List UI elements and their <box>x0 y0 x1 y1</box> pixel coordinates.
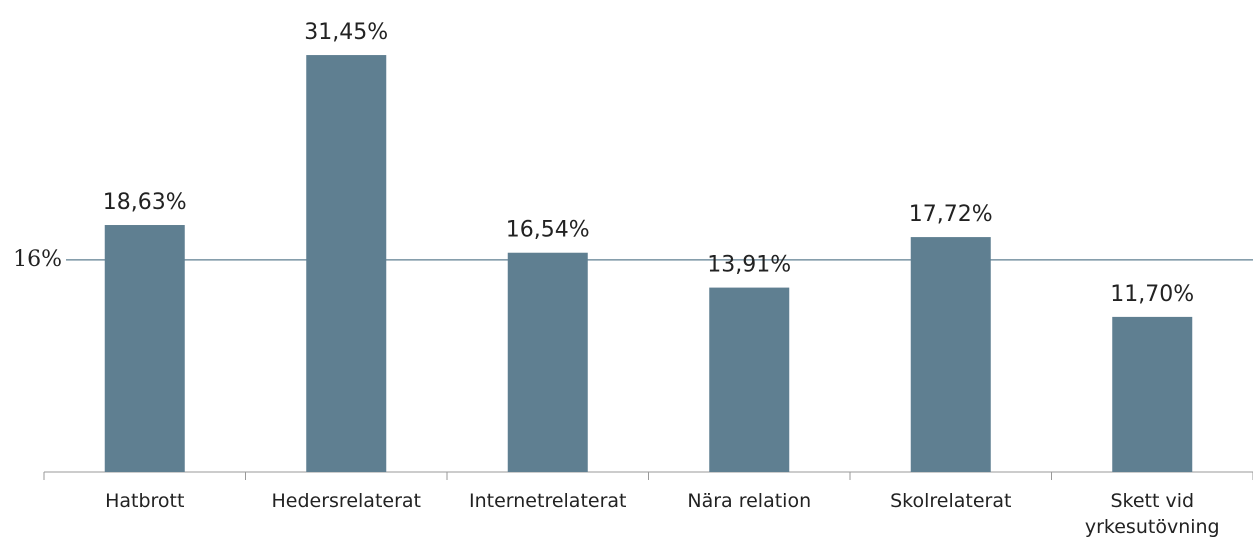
x-tick-label: Skett vid yrkesutövning <box>1084 490 1220 538</box>
x-tick-label: Hedersrelaterat <box>271 490 422 512</box>
value-label: 17,72% <box>909 202 993 227</box>
value-label: 13,91% <box>707 253 791 278</box>
x-tick-label: Skolrelaterat <box>890 490 1012 512</box>
bar <box>507 252 588 472</box>
x-tick-label: Internetrelaterat <box>469 490 627 512</box>
y-tick-label: 16% <box>13 247 62 272</box>
bar <box>709 287 790 472</box>
bar <box>1112 316 1193 472</box>
bar <box>910 237 991 472</box>
value-label: 31,45% <box>304 20 388 45</box>
value-label: 11,70% <box>1110 282 1194 307</box>
bar <box>104 225 185 472</box>
value-label: 18,63% <box>103 190 187 215</box>
x-tick-label: Hatbrott <box>105 490 185 512</box>
x-tick-label: Nära relation <box>687 490 812 512</box>
bar <box>306 55 387 472</box>
value-label: 16,54% <box>506 218 590 243</box>
